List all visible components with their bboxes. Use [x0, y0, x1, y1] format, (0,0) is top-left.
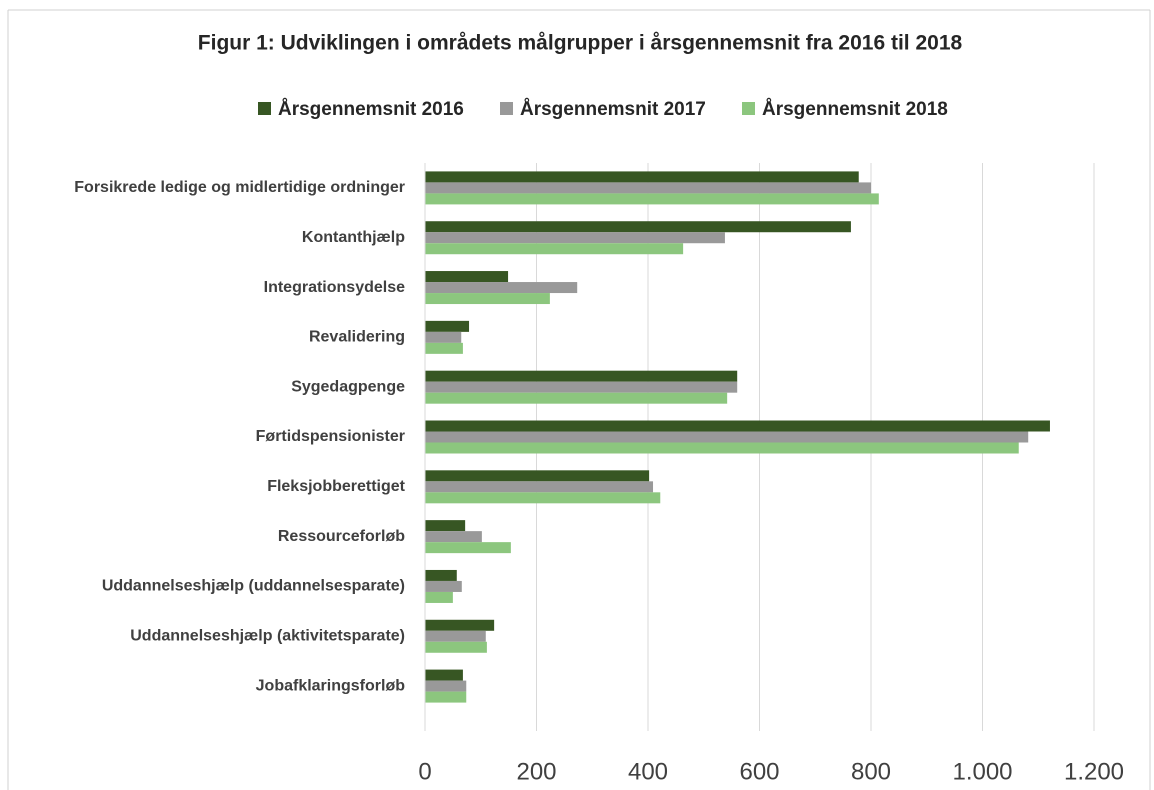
- y-tick-label: Uddannelseshjælp (uddannelsesparate): [102, 578, 405, 595]
- chart-title: Figur 1: Udviklingen i områdets målgrupp…: [198, 32, 963, 55]
- y-tick-label: Førtidspensionister: [256, 428, 405, 445]
- bar: [425, 481, 654, 493]
- bar: [425, 182, 871, 194]
- x-tick-label: 0: [418, 758, 431, 785]
- bar: [425, 243, 684, 255]
- x-tick-label: 1.200: [1064, 758, 1124, 785]
- bar: [425, 691, 467, 703]
- legend-swatch: [742, 102, 755, 115]
- bar: [425, 531, 482, 543]
- bar: [425, 232, 725, 244]
- x-tick-label: 400: [628, 758, 668, 785]
- bar: [425, 171, 859, 183]
- bar: [425, 680, 467, 692]
- bar: [425, 569, 457, 581]
- bar: [425, 580, 462, 592]
- bar: [425, 331, 462, 343]
- x-tick-label: 600: [739, 758, 779, 785]
- bar: [425, 293, 550, 305]
- x-tick-label: 800: [851, 758, 891, 785]
- bar: [425, 370, 738, 382]
- bar: [425, 271, 509, 283]
- y-tick-label: Revalidering: [309, 329, 405, 346]
- bar: [425, 591, 453, 603]
- bar: [425, 669, 463, 681]
- x-tick-label: 1.000: [952, 758, 1012, 785]
- bar: [425, 420, 1050, 432]
- bar: [425, 470, 650, 482]
- bar: [425, 193, 879, 205]
- legend-label: Årsgennemsnit 2018: [762, 99, 948, 120]
- bar: [425, 542, 511, 554]
- bar: [425, 342, 463, 354]
- bar: [425, 520, 466, 532]
- bar: [425, 619, 495, 631]
- bar: [425, 320, 470, 332]
- y-tick-label: Jobafklaringsforløb: [256, 677, 406, 694]
- bar: [425, 492, 661, 504]
- bar: [425, 221, 851, 233]
- y-tick-label: Integrationsydelse: [264, 279, 405, 296]
- y-tick-label: Ressourceforløb: [278, 528, 405, 545]
- bar: [425, 442, 1019, 454]
- y-tick-label: Forsikrede ledige og midlertidige ordnin…: [74, 179, 405, 196]
- y-tick-label: Uddannelseshjælp (aktivitetsparate): [130, 627, 405, 644]
- x-tick-label: 200: [516, 758, 556, 785]
- legend-swatch: [500, 102, 513, 115]
- y-tick-label: Kontanthjælp: [302, 229, 405, 246]
- legend-label: Årsgennemsnit 2017: [520, 99, 706, 120]
- bar: [425, 641, 487, 653]
- legend-label: Årsgennemsnit 2016: [278, 99, 464, 120]
- y-tick-label: Sygedagpenge: [291, 378, 405, 395]
- bar: [425, 431, 1029, 443]
- bar: [425, 630, 486, 642]
- bar: [425, 392, 728, 404]
- bar: [425, 381, 738, 393]
- bar: [425, 282, 578, 294]
- y-tick-label: Fleksjobberettiget: [267, 478, 405, 495]
- legend-swatch: [258, 102, 271, 115]
